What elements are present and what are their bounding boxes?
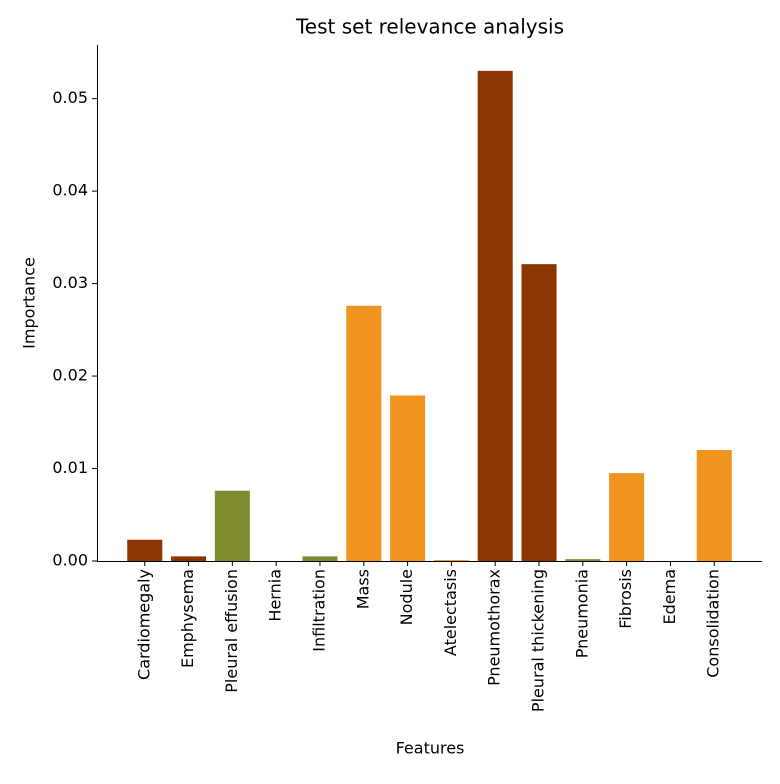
x-tick-label: Atelectasis xyxy=(441,569,460,656)
x-tick-label: Cardiomegaly xyxy=(134,569,153,680)
chart-title: Test set relevance analysis xyxy=(295,15,564,39)
bar xyxy=(346,305,382,561)
x-tick-label: Edema xyxy=(660,569,679,625)
x-tick-label: Nodule xyxy=(397,569,416,625)
x-tick-label: Pleural thickening xyxy=(529,569,548,712)
x-tick-label: Emphysema xyxy=(178,569,197,668)
x-tick-label: Pleural effusion xyxy=(222,569,241,693)
y-tick-label: 0.02 xyxy=(52,366,88,385)
y-axis-label: Importance xyxy=(20,257,39,349)
bar xyxy=(433,560,469,561)
bar xyxy=(214,490,250,561)
y-tick-label: 0.04 xyxy=(52,181,88,200)
bar xyxy=(171,556,207,561)
x-tick-label: Fibrosis xyxy=(616,569,635,629)
x-tick-label: Pneumothorax xyxy=(485,569,504,686)
bar xyxy=(565,559,601,561)
x-tick-label: Hernia xyxy=(266,569,285,622)
y-tick-label: 0.05 xyxy=(52,88,88,107)
y-tick-label: 0.01 xyxy=(52,458,88,477)
bar xyxy=(521,264,557,561)
bar xyxy=(477,70,513,562)
y-tick-label: 0.00 xyxy=(52,551,88,570)
x-tick-label: Pneumonia xyxy=(572,569,591,658)
bar xyxy=(390,395,426,561)
bar xyxy=(609,473,645,561)
x-tick-label: Mass xyxy=(353,569,372,609)
x-tick-label: Infiltration xyxy=(309,569,328,652)
x-axis-label: Features xyxy=(396,739,465,758)
x-tick-label: Consolidation xyxy=(704,569,723,678)
bar xyxy=(696,450,732,561)
bar xyxy=(302,556,338,561)
bar xyxy=(127,539,163,561)
y-tick-label: 0.03 xyxy=(52,273,88,292)
